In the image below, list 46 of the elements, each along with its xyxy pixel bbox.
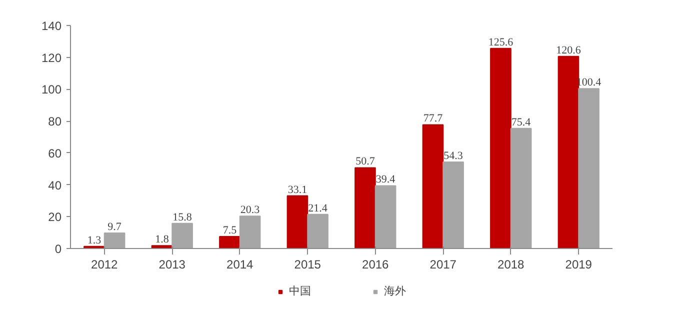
data-label: 75.4 (511, 116, 532, 128)
x-tick-label: 2019 (565, 258, 592, 272)
data-label: 9.7 (108, 221, 122, 234)
data-label: 50.7 (356, 156, 376, 168)
bar (307, 214, 328, 248)
x-tick-label: 2012 (91, 258, 118, 272)
x-tick-label: 2015 (294, 258, 322, 272)
y-tick-label: 20 (48, 210, 62, 224)
x-tick-label: 2014 (226, 258, 254, 272)
bar (422, 124, 444, 248)
y-tick-label: 120 (41, 50, 62, 65)
bar (172, 222, 193, 248)
data-label: 15.8 (172, 211, 192, 224)
data-label: 120.6 (556, 44, 582, 56)
bar (510, 128, 532, 248)
y-tick-label: 0 (54, 242, 62, 256)
data-label: 1.8 (155, 234, 170, 246)
data-label: 39.4 (376, 174, 396, 186)
data-label: 77.7 (423, 112, 444, 125)
y-tick-label: 40 (48, 178, 62, 192)
legend-label: 海外 (384, 284, 406, 298)
data-label: 7.5 (222, 224, 238, 237)
bar (354, 167, 376, 248)
x-tick-label: 2017 (430, 258, 457, 272)
bar (578, 88, 600, 248)
y-tick-label: 80 (48, 114, 62, 129)
data-label: 1.3 (87, 234, 102, 246)
data-label: 33.1 (288, 184, 308, 196)
data-label: 20.3 (240, 204, 260, 216)
data-label: 54.3 (444, 150, 464, 162)
data-label: 21.4 (308, 202, 328, 214)
bar (104, 232, 126, 248)
x-tick-label: 2013 (158, 258, 186, 272)
bar (286, 195, 308, 248)
bar (374, 185, 396, 248)
x-tick-label: 2016 (362, 258, 390, 272)
data-label: 125.6 (488, 36, 514, 48)
bar (239, 216, 261, 248)
legend-label: 中国 (289, 284, 311, 298)
bar (442, 162, 464, 248)
y-tick-label: 60 (48, 146, 62, 160)
x-tick-label: 2018 (498, 258, 525, 272)
y-tick-label: 140 (41, 19, 62, 33)
bar (490, 48, 512, 248)
y-tick-label: 100 (41, 82, 62, 97)
bar (219, 236, 240, 248)
